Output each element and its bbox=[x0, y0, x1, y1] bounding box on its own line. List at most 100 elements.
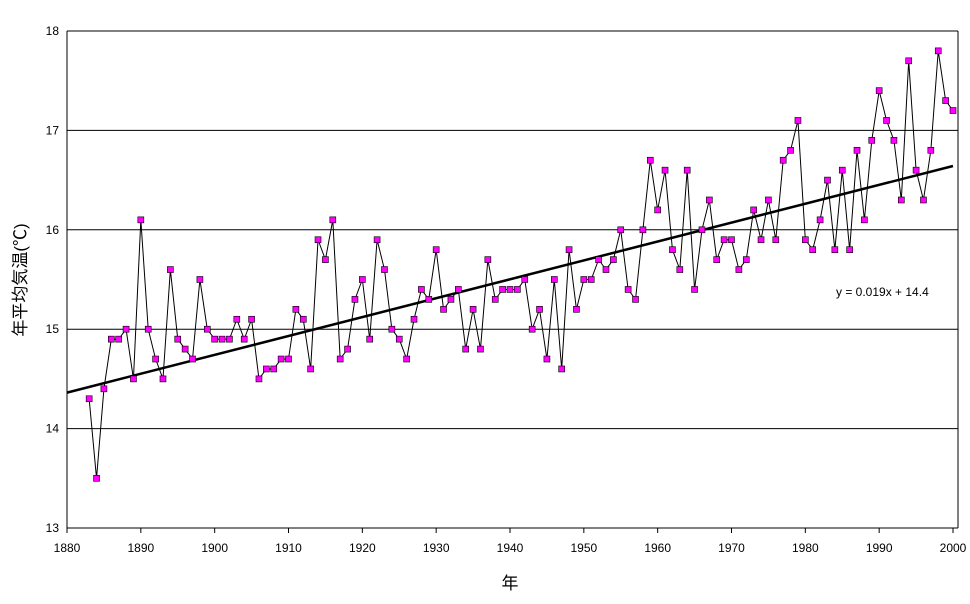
tick-labels: 13 14 15 16 17 18 1880 1890 1900 1910 1920 1930 1940… bbox=[46, 24, 967, 555]
data-point bbox=[624, 286, 632, 293]
data-point bbox=[573, 306, 580, 313]
data-point bbox=[934, 47, 942, 55]
data-point bbox=[868, 137, 876, 144]
data-point bbox=[307, 365, 314, 373]
data-point bbox=[794, 117, 802, 124]
data-point bbox=[144, 325, 152, 333]
data-point bbox=[226, 335, 233, 343]
data-point bbox=[395, 335, 403, 343]
data-point bbox=[706, 196, 713, 204]
y-tick-label: 16 bbox=[46, 223, 60, 237]
data-point bbox=[167, 266, 174, 273]
data-point bbox=[580, 276, 588, 283]
data-point bbox=[277, 355, 285, 363]
data-point bbox=[218, 335, 226, 343]
data-point bbox=[536, 306, 543, 313]
y-tick-label: 15 bbox=[46, 322, 60, 336]
x-tick-label: 1890 bbox=[127, 541, 154, 555]
data-point bbox=[720, 236, 728, 244]
y-tick-label: 17 bbox=[46, 123, 60, 137]
data-point bbox=[366, 335, 374, 343]
data-point bbox=[93, 474, 100, 482]
data-point bbox=[174, 335, 182, 343]
data-point bbox=[189, 355, 196, 363]
data-point bbox=[233, 315, 241, 323]
series-line bbox=[88, 50, 954, 479]
data-point bbox=[477, 345, 484, 353]
y-tick-label: 13 bbox=[46, 521, 60, 535]
data-point bbox=[491, 296, 499, 303]
y-tick-label: 14 bbox=[46, 422, 60, 436]
data-point bbox=[484, 256, 492, 263]
data-point bbox=[462, 345, 470, 353]
data-point bbox=[898, 196, 905, 204]
data-point bbox=[750, 206, 757, 214]
data-point bbox=[669, 246, 676, 253]
x-tick-label: 1920 bbox=[349, 541, 376, 555]
data-point bbox=[890, 137, 898, 144]
data-point bbox=[550, 276, 558, 283]
data-point bbox=[824, 176, 831, 184]
data-point bbox=[543, 355, 551, 363]
x-tick-label: 1990 bbox=[866, 541, 893, 555]
data-point bbox=[831, 246, 839, 253]
data-point bbox=[240, 335, 248, 343]
data-point bbox=[418, 286, 425, 293]
data-point bbox=[181, 345, 189, 353]
data-point bbox=[654, 206, 661, 214]
data-point bbox=[85, 395, 93, 403]
data-point bbox=[270, 365, 278, 373]
data-point bbox=[809, 246, 817, 253]
data-point bbox=[779, 156, 787, 164]
data-point bbox=[558, 365, 565, 373]
data-point bbox=[698, 226, 706, 234]
data-point bbox=[159, 375, 167, 383]
data-point bbox=[440, 306, 447, 313]
trendline bbox=[66, 164, 954, 394]
data-point bbox=[646, 156, 654, 164]
data-point bbox=[506, 286, 514, 293]
data-point bbox=[388, 325, 396, 333]
x-tick-label: 1910 bbox=[275, 541, 302, 555]
data-point bbox=[455, 286, 462, 293]
data-point bbox=[255, 375, 263, 383]
data-point bbox=[742, 256, 750, 263]
x-tick-label: 1980 bbox=[792, 541, 819, 555]
data-point bbox=[521, 276, 529, 283]
data-point bbox=[617, 226, 625, 234]
grid-lines bbox=[66, 30, 959, 533]
data-point bbox=[403, 355, 410, 363]
data-point bbox=[920, 196, 927, 204]
data-point bbox=[927, 146, 935, 154]
data-point bbox=[329, 216, 337, 224]
data-point bbox=[587, 276, 595, 283]
data-point bbox=[713, 256, 721, 263]
data-point bbox=[469, 306, 477, 313]
data-point bbox=[425, 296, 433, 303]
data-point bbox=[336, 355, 344, 363]
data-point bbox=[130, 375, 137, 383]
x-tick-label: 1930 bbox=[423, 541, 450, 555]
data-point bbox=[211, 335, 218, 343]
trendline-group bbox=[66, 164, 954, 394]
data-point bbox=[137, 216, 145, 224]
data-point bbox=[528, 325, 536, 333]
x-tick-label: 1880 bbox=[54, 541, 81, 555]
data-point bbox=[373, 236, 381, 244]
data-point bbox=[410, 315, 418, 323]
data-point bbox=[757, 236, 765, 244]
data-point bbox=[285, 355, 292, 363]
data-point bbox=[661, 166, 669, 174]
trendline-equation: y = 0.019x + 14.4 bbox=[836, 285, 929, 299]
data-point bbox=[602, 266, 610, 273]
data-point bbox=[314, 236, 322, 244]
data-point bbox=[816, 216, 824, 224]
data-point bbox=[299, 315, 307, 323]
data-point bbox=[351, 296, 359, 303]
data-point bbox=[639, 226, 647, 234]
data-point bbox=[108, 335, 115, 343]
data-point bbox=[292, 306, 300, 313]
data-point bbox=[676, 266, 684, 273]
data-point bbox=[875, 87, 883, 94]
